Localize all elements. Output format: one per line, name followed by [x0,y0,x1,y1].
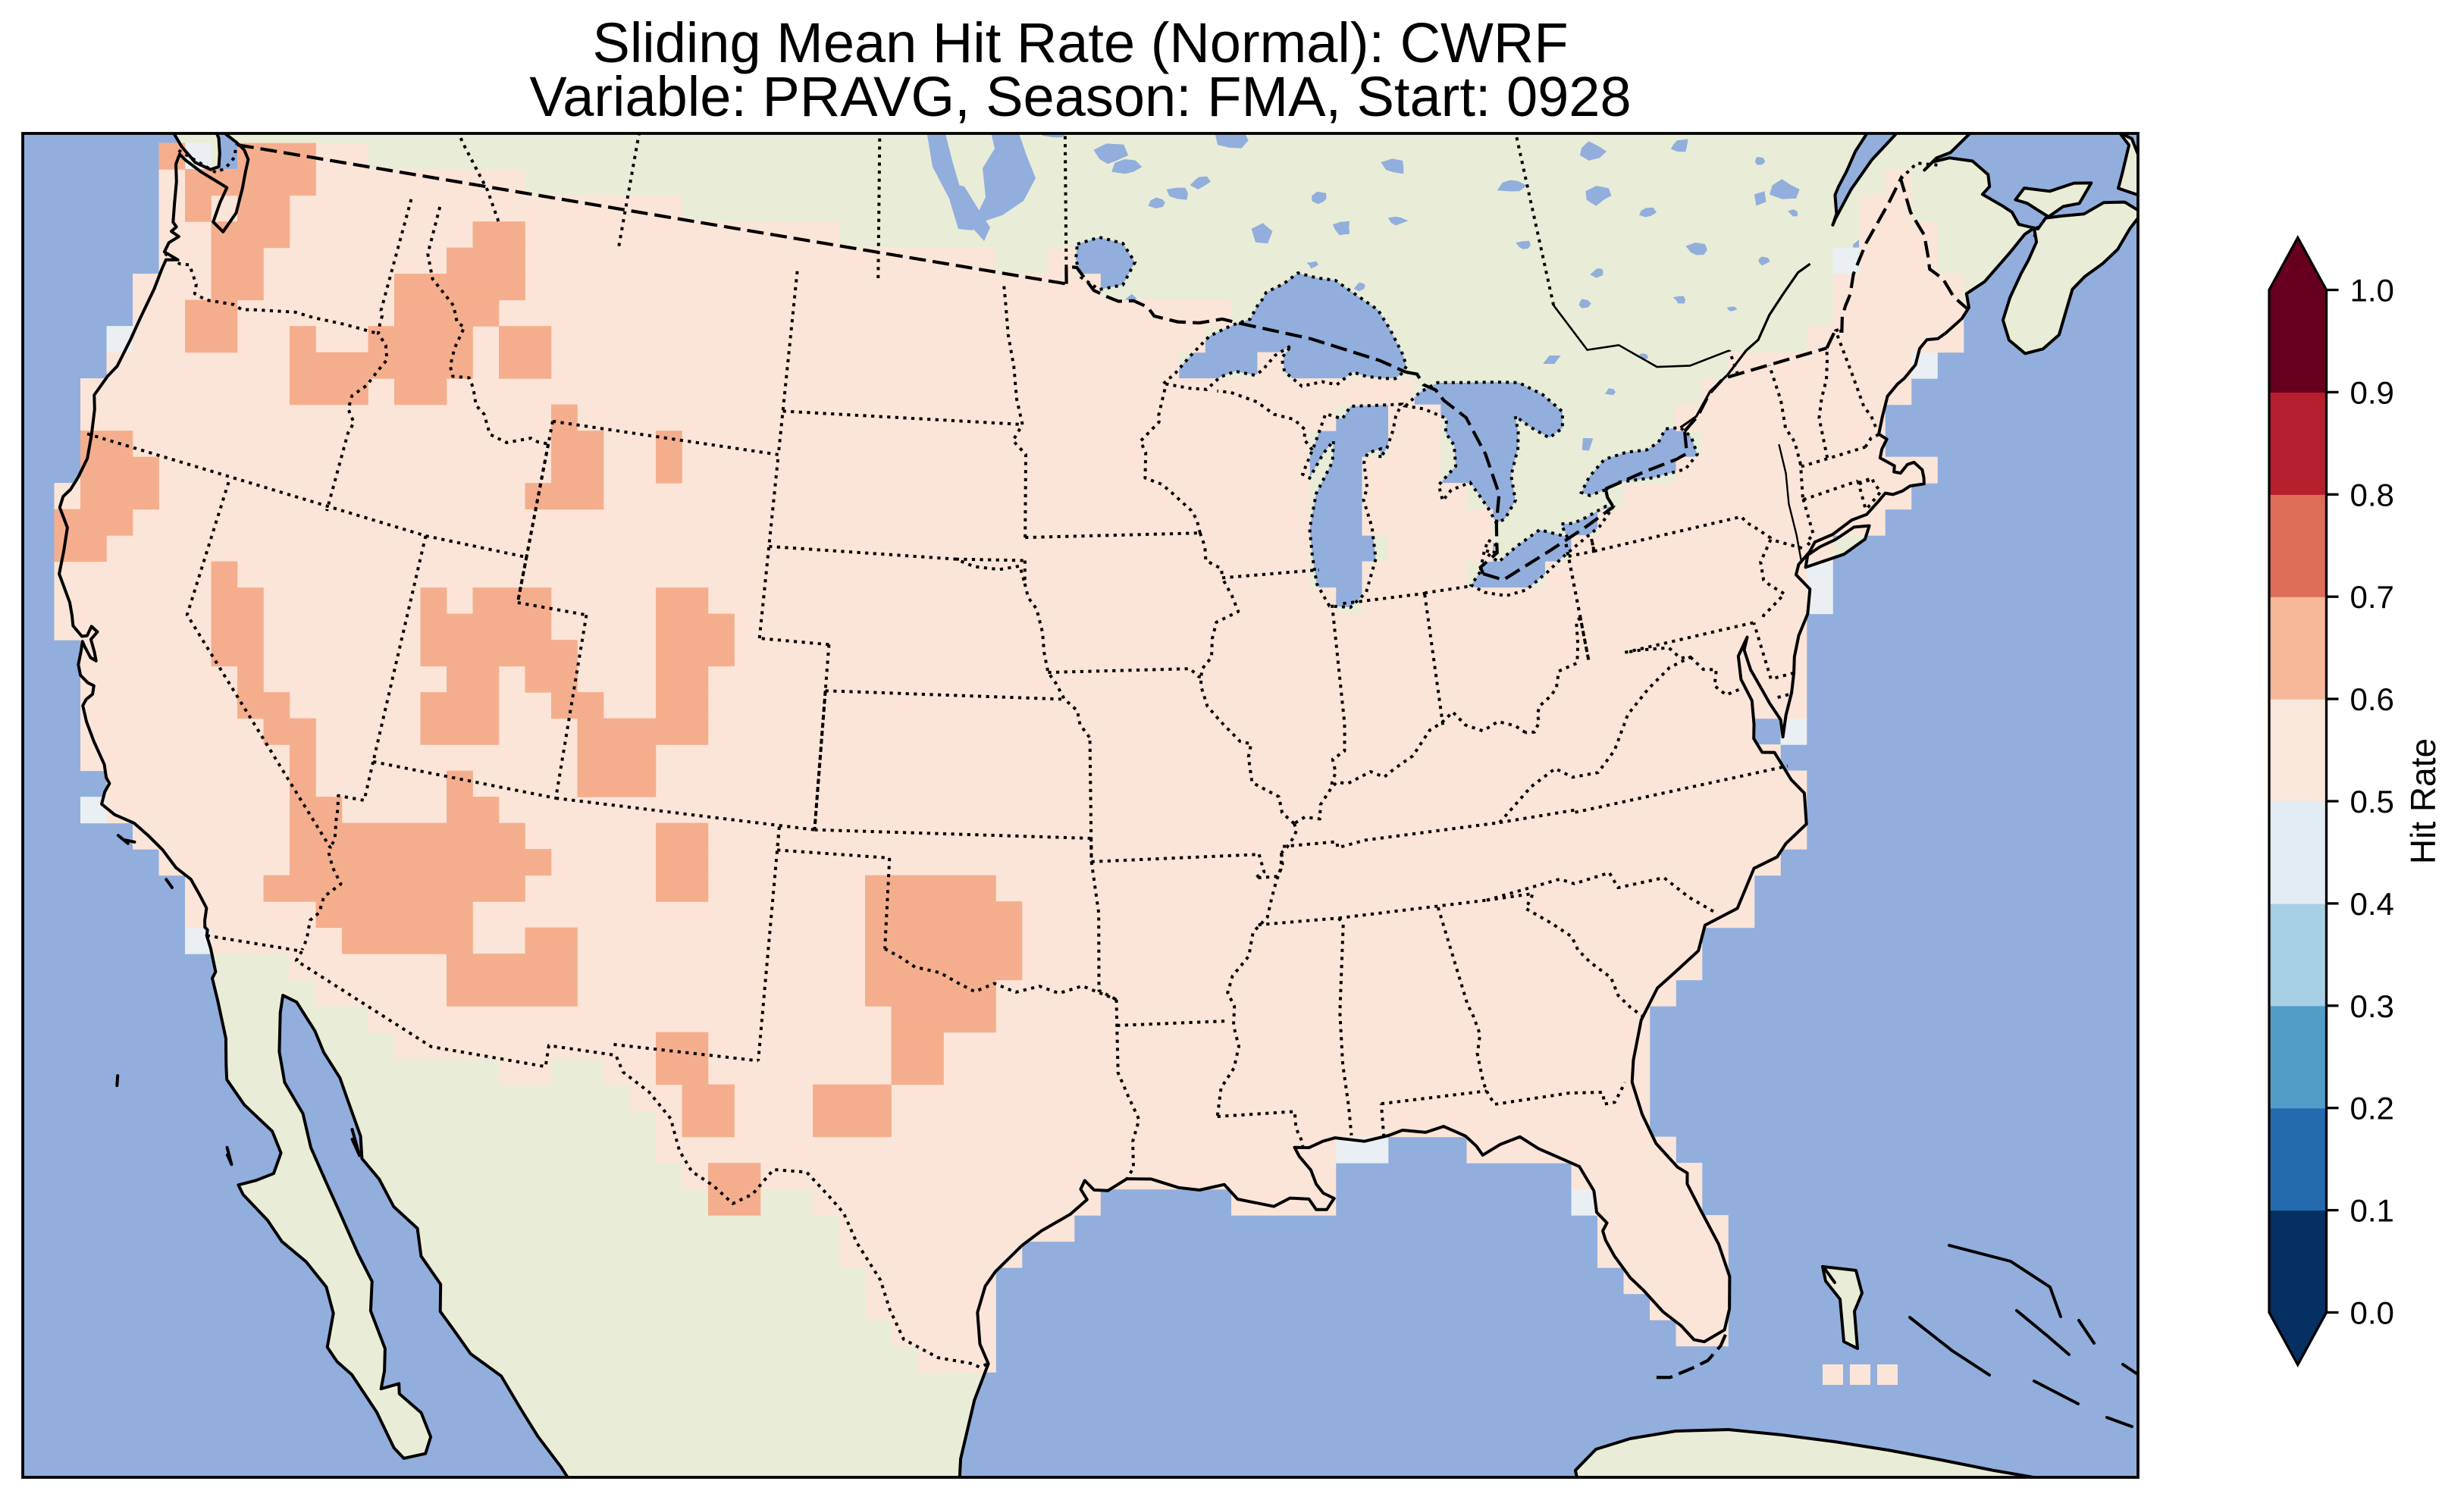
svg-text:0.0: 0.0 [2350,1295,2394,1331]
svg-text:0.7: 0.7 [2350,579,2394,615]
svg-text:0.9: 0.9 [2350,374,2394,410]
svg-text:Sliding Mean Hit Rate (Normal): Sliding Mean Hit Rate (Normal): CWRF [592,11,1568,74]
svg-text:0.5: 0.5 [2350,784,2394,819]
svg-text:Hit Rate: Hit Rate [2403,738,2443,864]
svg-text:Variable: PRAVG, Season: FMA,: Variable: PRAVG, Season: FMA, Start: 092… [529,65,1631,128]
svg-text:0.6: 0.6 [2350,681,2394,717]
svg-text:0.3: 0.3 [2350,988,2394,1024]
svg-text:1.0: 1.0 [2350,273,2394,309]
svg-text:0.2: 0.2 [2350,1091,2394,1126]
svg-text:0.1: 0.1 [2350,1193,2394,1229]
svg-text:0.4: 0.4 [2350,886,2394,922]
svg-text:0.8: 0.8 [2350,477,2394,512]
